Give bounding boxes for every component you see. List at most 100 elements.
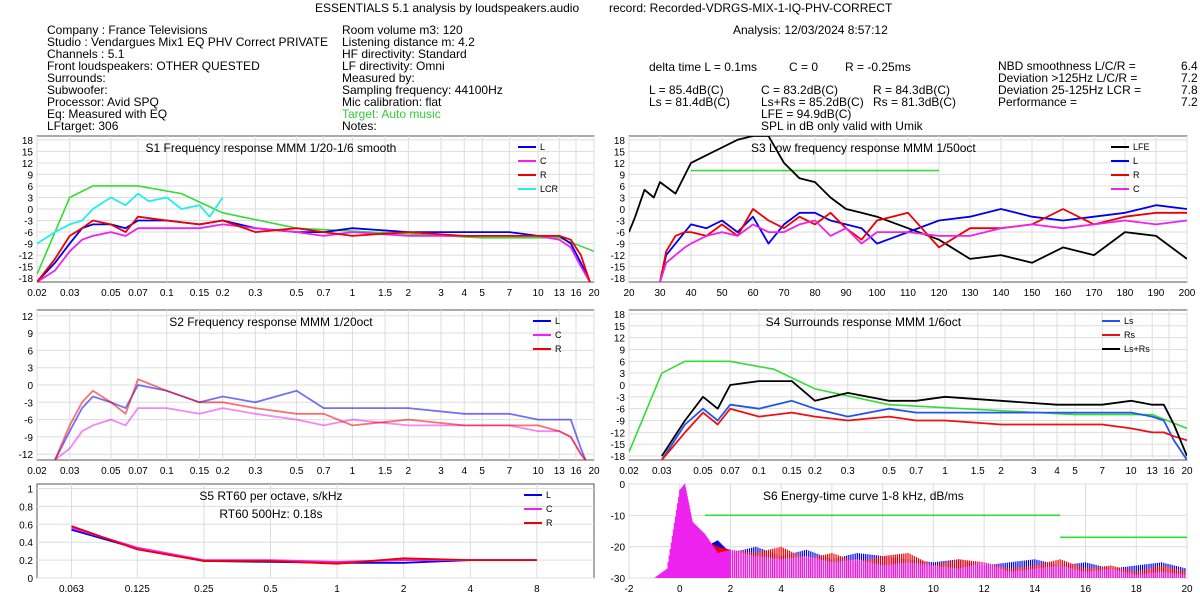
s4-xtick-label: 7 — [1099, 466, 1105, 477]
s5-ytick-label: 0.4 — [19, 538, 33, 549]
s3-series-c — [659, 219, 1187, 282]
info-processor: Processor: Avid SPQ — [47, 95, 159, 109]
s4-ytick-label: -9 — [616, 417, 625, 428]
s1-xtick-label: 1.5 — [378, 288, 392, 299]
s4-series-ls-rs — [661, 380, 1187, 457]
spl-lsrs: Ls+Rs = 85.2dB(C) — [761, 95, 864, 109]
s1-xtick-label: 0.5 — [290, 288, 304, 299]
info-channels: Channels : 5.1 — [47, 47, 125, 61]
s1-ytick-label: 18 — [22, 136, 34, 147]
s6-xtick-label: 2 — [728, 584, 734, 595]
s3-series-lfe — [629, 136, 1187, 264]
s2-series-r — [54, 378, 587, 460]
s1-xtick-label: 0.3 — [248, 288, 262, 299]
s6-xtick-label: 8 — [880, 584, 886, 595]
s5-ytick-label: 0.2 — [19, 556, 33, 567]
s3-xtick-label: 140 — [993, 288, 1010, 299]
stat-nbd-value: 6.4 — [1181, 59, 1198, 73]
s6-xtick-label: 10 — [928, 584, 940, 595]
s3-series-r — [659, 208, 1187, 282]
stat-dev125-value: 7.2 — [1181, 71, 1198, 85]
s2-xtick-label: 2 — [406, 466, 412, 477]
s4-ytick-label: -6 — [616, 405, 625, 416]
spl-r: R = 84.3dB(C) — [873, 83, 951, 97]
delta-c: C = 0 — [789, 60, 819, 74]
s6-xtick-label: 14 — [1029, 584, 1041, 595]
info-left: Company : France Televisions Studio : Ve… — [47, 24, 328, 132]
s1-series-lcr — [37, 192, 224, 245]
s3-ytick-label: -12 — [611, 251, 626, 262]
s3-legend-label-c: C — [1133, 184, 1140, 194]
s3-legend-label-l: L — [1133, 156, 1138, 166]
s1-xtick-label: 0.05 — [101, 288, 121, 299]
s5-subtitle: RT60 500Hz: 0.18s — [219, 507, 322, 521]
s4-xtick-label: 3 — [1031, 466, 1037, 477]
s5-series-r — [71, 525, 537, 565]
s2-xtick-label: 0.1 — [160, 466, 174, 477]
s2-ytick-label: 12 — [22, 312, 34, 323]
s3-legend-label-r: R — [1133, 170, 1140, 180]
s2-series-c — [54, 407, 587, 460]
s6-ytick-label: -30 — [611, 574, 626, 585]
s1-xtick-label: 10 — [533, 288, 545, 299]
info-lf: LF directivity: Omni — [342, 59, 445, 73]
s1-ytick-label: 12 — [22, 159, 34, 170]
s6-xtick-label: -2 — [625, 584, 634, 595]
s4-ytick-label: -18 — [611, 452, 626, 463]
s1-xtick-label: 16 — [570, 288, 582, 299]
s4-xtick-label: 0.03 — [652, 466, 672, 477]
s3-xtick-label: 100 — [869, 288, 886, 299]
s4-xtick-label: 1.5 — [971, 466, 985, 477]
spl-lfe: LFE = 94.9dB(C) — [761, 107, 852, 121]
s3-ytick-label: 15 — [614, 147, 626, 158]
s3-xtick-label: 110 — [900, 288, 916, 299]
info-mic: Mic calibration: flat — [342, 95, 442, 109]
s1-ytick-label: 15 — [22, 147, 34, 158]
stat-perf-value: 7.2 — [1181, 95, 1198, 109]
s2-xtick-label: 16 — [570, 466, 582, 477]
s3-ytick-label: 9 — [619, 170, 625, 181]
s2-legend-label-l: L — [555, 316, 560, 326]
s5-xtick-label: 2 — [401, 584, 407, 595]
spl-c: C = 83.2dB(C) — [761, 83, 839, 97]
analysis-date: Analysis: 12/03/2024 8:57:12 — [733, 23, 888, 37]
s1-xtick-label: 4 — [461, 288, 467, 299]
s5-ytick-label: 1 — [27, 484, 33, 495]
s1-xtick-label: 3 — [438, 288, 444, 299]
s4-ytick-label: 9 — [619, 345, 625, 356]
s1-legend-label-l: L — [540, 142, 545, 152]
s4-ytick-label: 15 — [614, 322, 626, 333]
s4-ytick-label: -3 — [616, 393, 625, 404]
delta-r: R = -0.25ms — [845, 60, 911, 74]
s2-ytick-label: 3 — [27, 364, 33, 375]
s1-xtick-label: 0.15 — [190, 288, 210, 299]
s2-ytick-label: -12 — [19, 450, 34, 461]
s4-xtick-label: 0.02 — [619, 466, 639, 477]
s6-xtick-label: 4 — [778, 584, 784, 595]
s2-xtick-label: 13 — [554, 466, 566, 477]
s3-ytick-label: -9 — [616, 240, 625, 251]
s5-xtick-label: 0.063 — [59, 584, 84, 595]
s4-xtick-label: 5 — [1072, 466, 1078, 477]
s3-xtick-label: 200 — [1179, 288, 1196, 299]
s2-ytick-label: 0 — [27, 381, 33, 392]
s1-legend-label-c: C — [540, 156, 547, 166]
s3-xtick-label: 170 — [1086, 288, 1103, 299]
s6-xtick-label: 0 — [677, 584, 683, 595]
s6-ytick-label: -10 — [611, 511, 626, 522]
s4-series-rs — [661, 407, 1187, 460]
s2-ytick-label: -6 — [24, 416, 33, 427]
s1-ytick-label: -6 — [24, 228, 33, 239]
s5-legend-label-l: L — [546, 490, 551, 500]
s2-legend-label-r: R — [555, 344, 562, 354]
info-room: Room volume m3: 120 — [342, 23, 463, 37]
s1-ytick-label: -18 — [19, 274, 34, 285]
s3-xtick-label: 50 — [716, 288, 728, 299]
s2-ytick-label: 6 — [27, 346, 33, 357]
s2-xtick-label: 0.03 — [60, 466, 80, 477]
s2-xtick-label: 0.15 — [190, 466, 210, 477]
